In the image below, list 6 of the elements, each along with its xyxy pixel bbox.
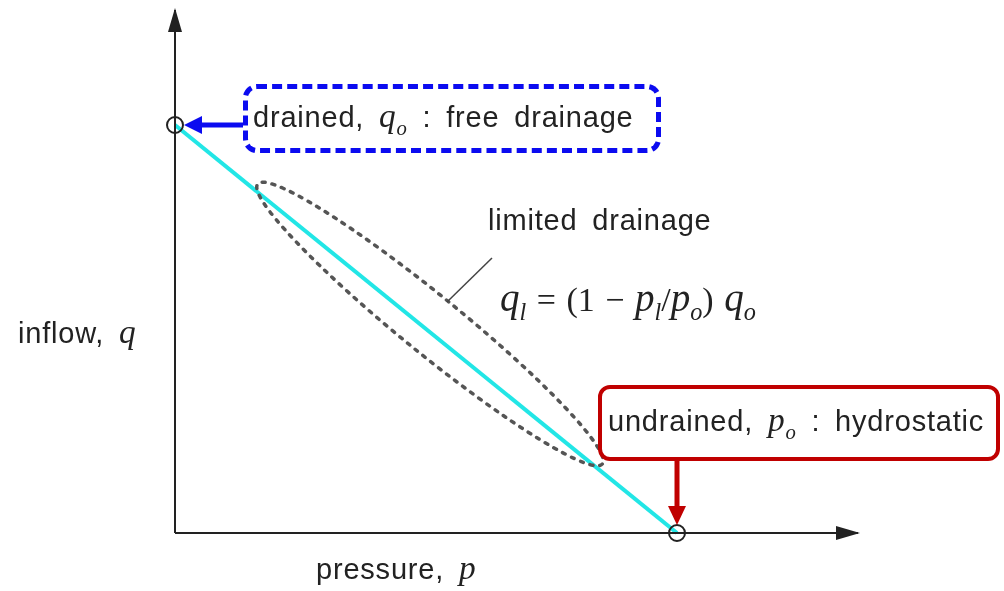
y-axis-title: inflow, q: [18, 313, 137, 350]
text: q$_{l}$ = (1 − p$_{l}$/p$_{o}$) q$_{o}$: [500, 276, 756, 325]
annotation: drained, q$_{o}$ : free drainage: [253, 96, 634, 139]
annotation: limited drainage: [488, 204, 712, 236]
annotation: undrained, p$_{o}$ : hydrostatic: [608, 401, 985, 443]
x-axis-title: pressure, p: [316, 549, 477, 586]
